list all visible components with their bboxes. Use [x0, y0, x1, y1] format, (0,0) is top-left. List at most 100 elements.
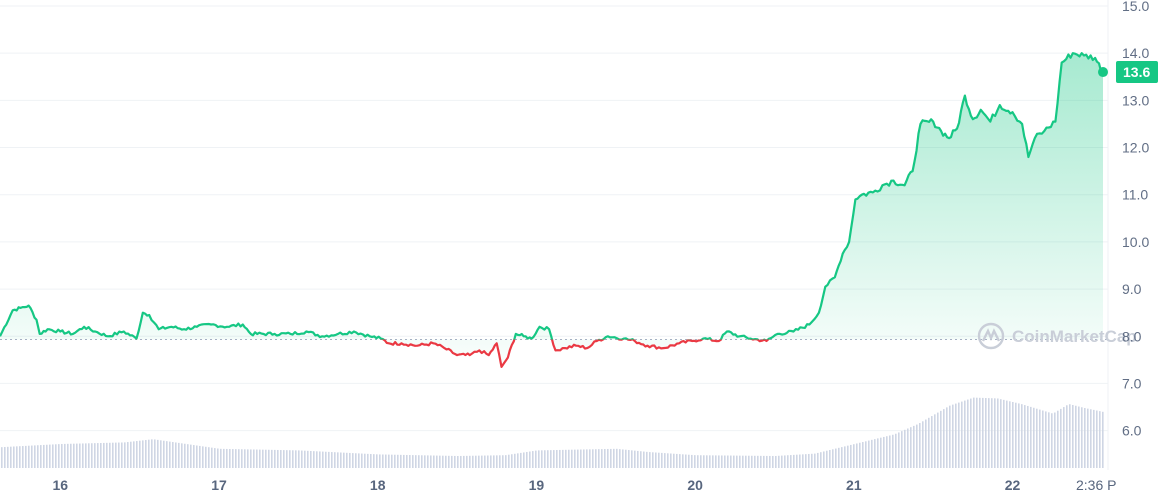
volume-bar: [331, 452, 333, 468]
y-tick-label: 9.0: [1122, 281, 1142, 297]
volume-bar: [133, 441, 135, 468]
volume-bar: [184, 443, 186, 468]
volume-bar: [406, 454, 408, 468]
volume-bar: [955, 403, 957, 468]
volume-bar: [76, 443, 78, 468]
volume-bar: [1042, 410, 1044, 468]
volume-bar: [910, 427, 912, 468]
volume-bar: [289, 450, 291, 468]
volume-bar: [751, 455, 753, 468]
volume-bar: [769, 455, 771, 468]
volume-bar: [340, 452, 342, 468]
volume-bar: [367, 453, 369, 468]
volume-bar: [592, 449, 594, 468]
volume-bar: [892, 434, 894, 468]
volume-bar: [961, 401, 963, 468]
volume-bar: [682, 454, 684, 468]
volume-bar: [1102, 411, 1104, 468]
volume-bar: [364, 453, 366, 468]
coinmarketcap-logo-icon: [977, 322, 1005, 350]
volume-bar: [604, 449, 606, 468]
volume-bar: [595, 449, 597, 468]
y-tick-label: 14.0: [1122, 45, 1149, 61]
volume-bar: [664, 453, 666, 468]
volume-bar: [355, 453, 357, 468]
volume-bar: [463, 455, 465, 468]
volume-bar: [625, 449, 627, 468]
volume-bar: [472, 455, 474, 468]
volume-bar: [91, 443, 93, 468]
volume-bar: [79, 443, 81, 468]
volume-bar: [703, 455, 705, 468]
time-label: 2:36 P: [1076, 477, 1116, 493]
volume-bar: [940, 410, 942, 468]
volume-bar: [997, 398, 999, 468]
volume-bar: [4, 446, 6, 468]
volume-bar: [520, 452, 522, 468]
volume-bar: [385, 454, 387, 468]
volume-bar: [280, 450, 282, 468]
volume-bar: [502, 455, 504, 468]
volume-bar: [631, 450, 633, 468]
volume-bar: [358, 453, 360, 468]
volume-bar: [31, 445, 33, 468]
volume-bar: [175, 442, 177, 468]
volume-bar: [424, 455, 426, 468]
volume-bar: [859, 442, 861, 468]
volume-bar: [445, 455, 447, 468]
volume-bar: [214, 448, 216, 468]
volume-bar: [535, 450, 537, 468]
volume-bar: [244, 449, 246, 468]
volume-bar: [838, 447, 840, 468]
volume-bar: [34, 445, 36, 468]
volume-bar: [298, 450, 300, 468]
volume-bar: [898, 432, 900, 468]
volume-bar: [886, 436, 888, 468]
volume-bar: [259, 449, 261, 468]
current-price-dot[interactable]: [1098, 67, 1108, 78]
volume-bar: [880, 437, 882, 468]
volume-bar: [1003, 399, 1005, 468]
volume-bar: [685, 454, 687, 468]
volume-bar: [73, 443, 75, 468]
volume-bar: [742, 455, 744, 468]
volume-bar: [409, 455, 411, 468]
volume-bar: [22, 446, 24, 468]
volume-bar: [163, 440, 165, 468]
volume-bar: [412, 455, 414, 468]
volume-bar: [436, 455, 438, 468]
volume-bar: [529, 451, 531, 468]
volume-bar: [37, 445, 39, 468]
volume-bar: [220, 448, 222, 468]
volume-bar: [895, 433, 897, 468]
volume-bar: [1093, 409, 1095, 468]
volume-bar: [721, 455, 723, 468]
volume-bar: [487, 455, 489, 468]
volume-bar: [166, 441, 168, 468]
volume-bar: [379, 454, 381, 468]
volume-bar: [856, 443, 858, 468]
volume-bar: [169, 441, 171, 468]
volume-bar: [319, 451, 321, 468]
x-tick-label: 21: [846, 477, 862, 493]
volume-bar: [979, 397, 981, 468]
volume-bar: [208, 447, 210, 468]
volume-bar: [580, 449, 582, 468]
x-tick-label: 22: [1005, 477, 1021, 493]
volume-bar: [115, 442, 117, 468]
volume-bar: [727, 455, 729, 468]
volume-bar: [70, 443, 72, 468]
volume-bar: [262, 449, 264, 468]
volume-bar: [790, 455, 792, 468]
volume-bar: [1078, 406, 1080, 468]
volume-bar: [394, 454, 396, 468]
volume-bar: [889, 435, 891, 468]
volume-bar: [442, 455, 444, 468]
volume-bar: [811, 453, 813, 468]
volume-bar: [973, 397, 975, 468]
volume-bar: [1090, 409, 1092, 468]
volume-bar: [58, 444, 60, 468]
volume-bar: [841, 447, 843, 468]
volume-bar: [760, 455, 762, 468]
